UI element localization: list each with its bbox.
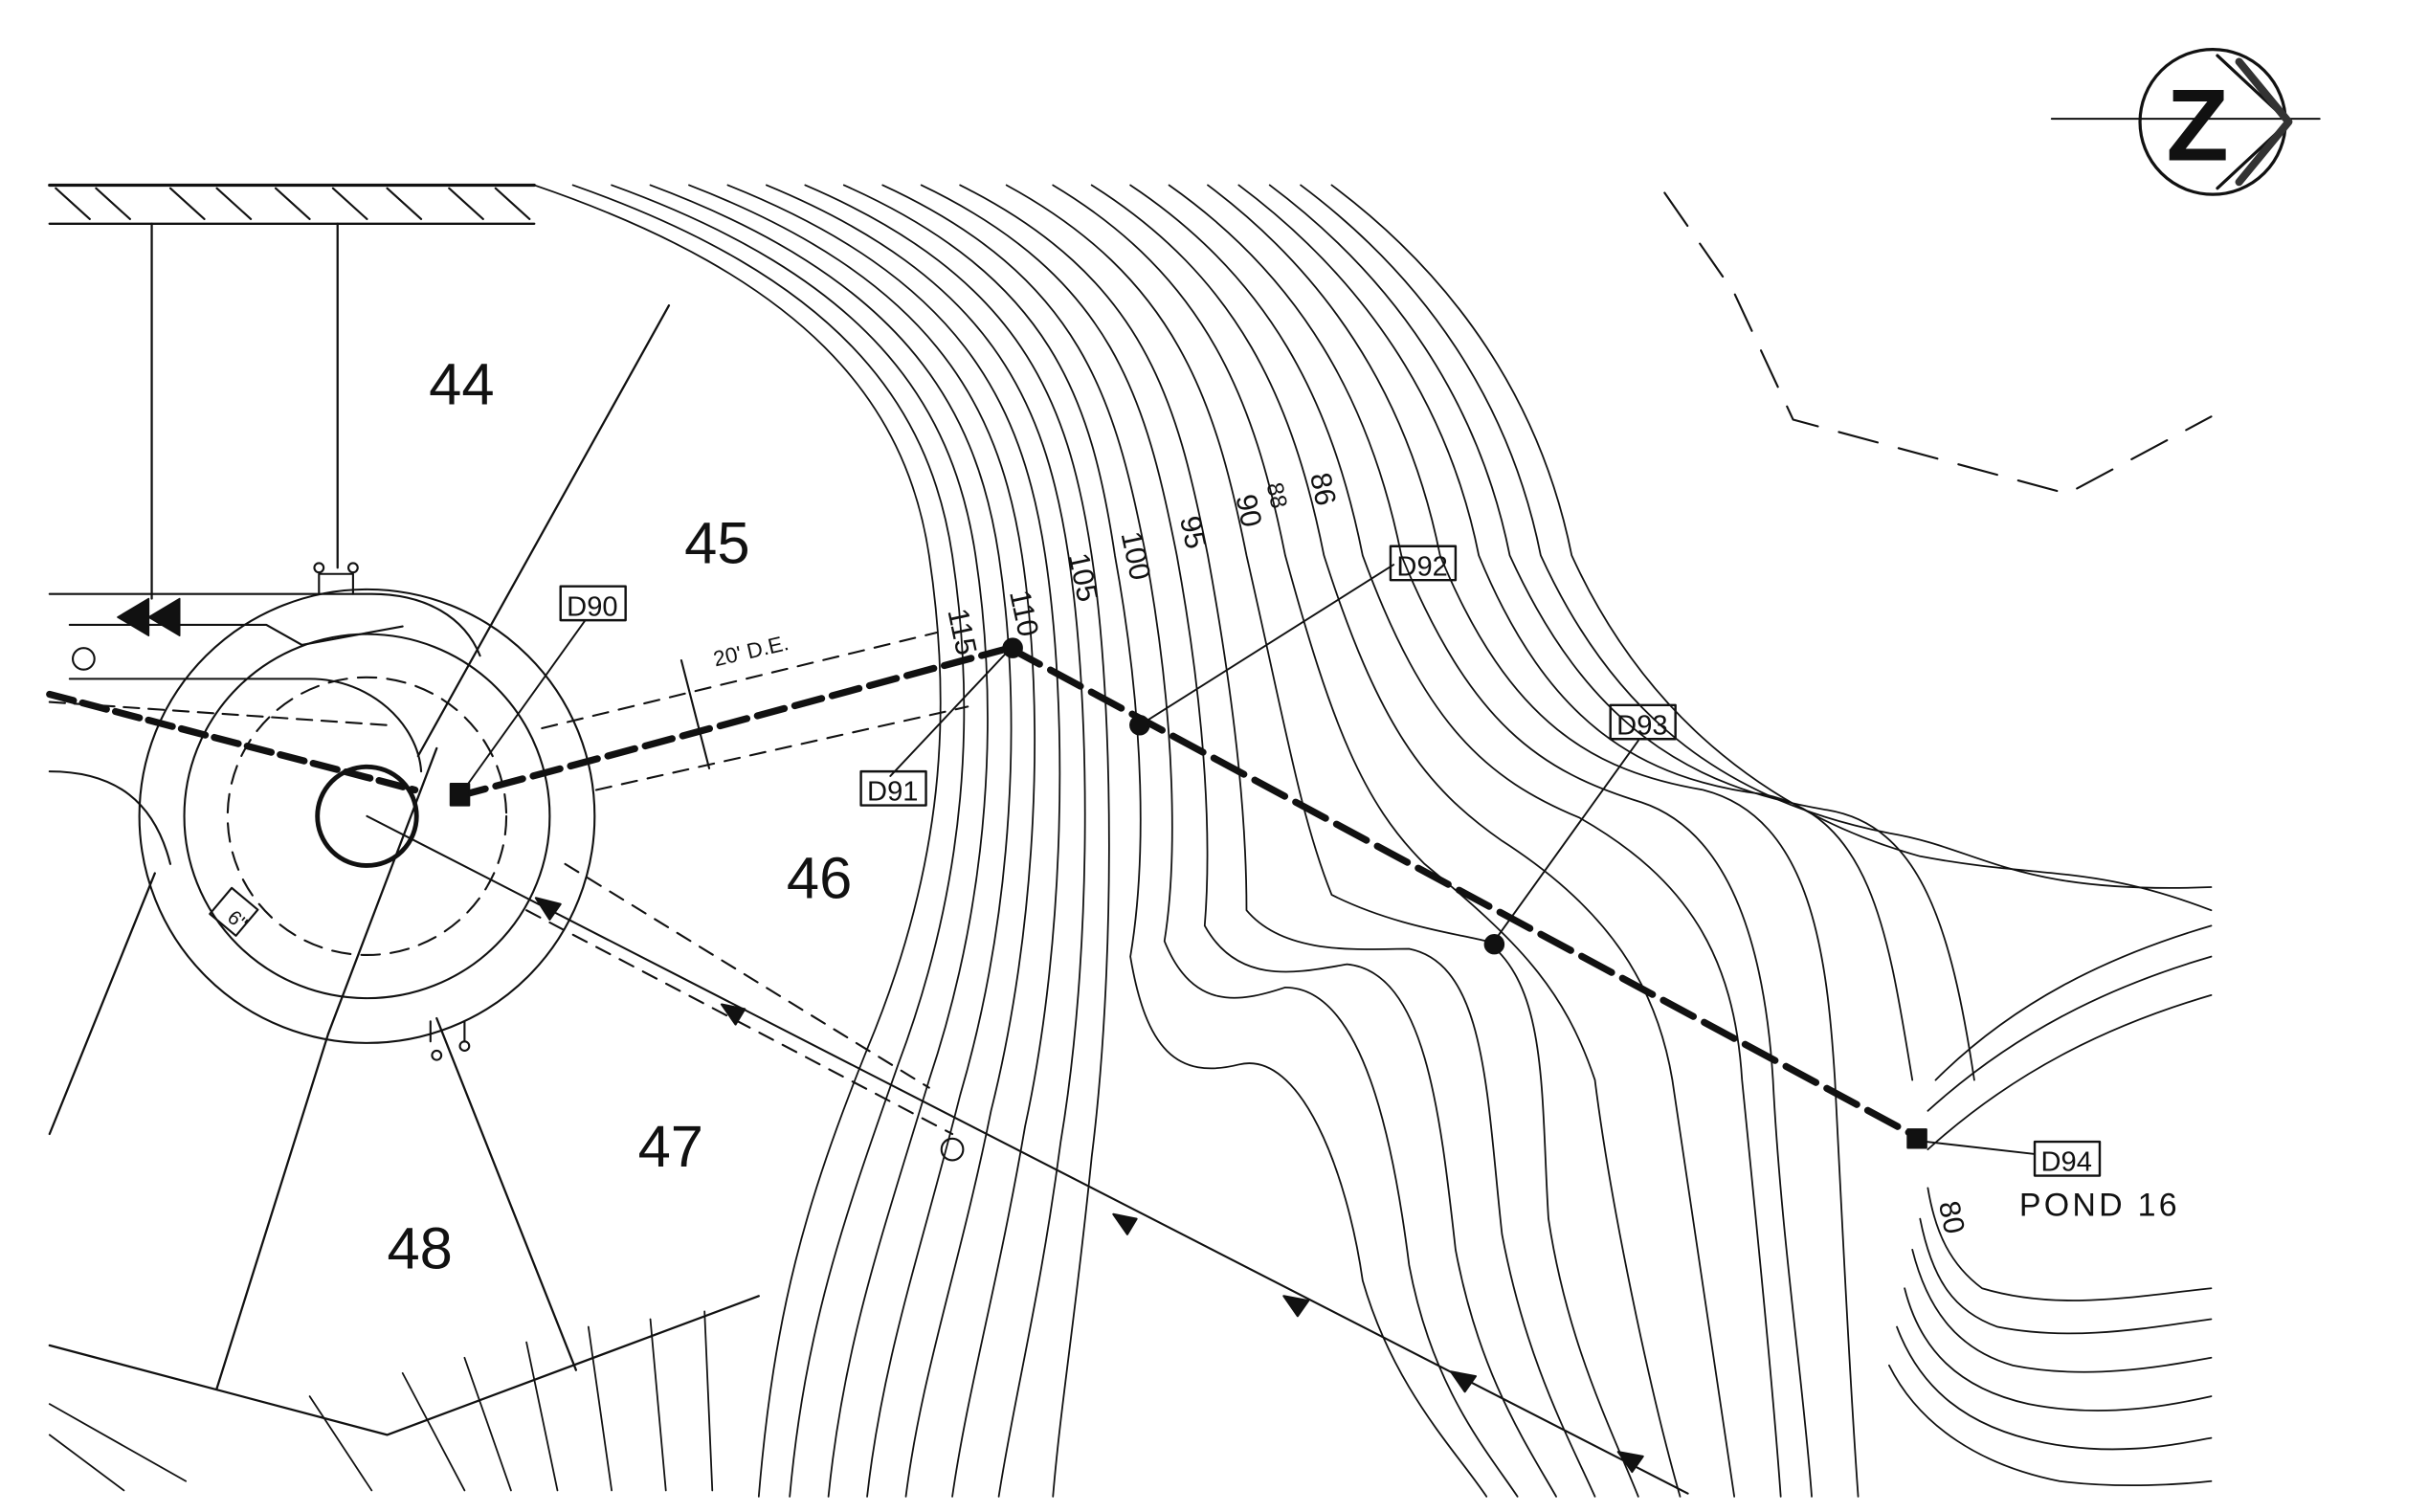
d90-label: D90 (567, 591, 617, 622)
structure-markers (449, 637, 1927, 1149)
contour-label-88: 88 (1261, 480, 1292, 511)
d91-label: D91 (867, 777, 918, 808)
contour-label-86: 86 (1303, 470, 1343, 509)
pipe-size-label: 6" (223, 906, 251, 935)
cul-de-sac (48, 588, 596, 1044)
pond-boundary (1663, 191, 2213, 495)
easement-label: 20' D.E. (711, 631, 791, 671)
top-boundary (48, 183, 536, 225)
contour-lines (48, 184, 2213, 1498)
contour-label-90: 90 (1229, 491, 1268, 530)
contour-label-110: 110 (1003, 587, 1045, 639)
lot-lines (48, 222, 760, 1436)
d92-label: D92 (1396, 551, 1447, 582)
lot-46-label: 46 (787, 845, 852, 911)
tag-boxes (559, 545, 2102, 1177)
d94-label: D94 (2041, 1147, 2092, 1178)
lot-47-label: 47 (638, 1114, 703, 1180)
lot-44-label: 44 (429, 352, 494, 418)
contour-label-105: 105 (1062, 550, 1105, 605)
lot-48-label: 48 (387, 1215, 452, 1281)
contour-label-80: 80 (1932, 1198, 1971, 1237)
north-arrow-letter: Z (2167, 69, 2229, 183)
lot-45-label: 45 (684, 511, 749, 577)
storm-pipe (46, 631, 1924, 1143)
utility-symbols (117, 562, 471, 1061)
pond-label: POND 16 (2019, 1188, 2180, 1224)
north-arrow-icon (2050, 47, 2321, 196)
d93-label: D93 (1616, 710, 1667, 741)
contour-label-95: 95 (1173, 513, 1213, 552)
contour-label-115: 115 (941, 606, 983, 658)
flow-line (71, 647, 1689, 1495)
contour-label-100: 100 (1115, 528, 1158, 583)
leader-lines (460, 564, 2037, 1155)
